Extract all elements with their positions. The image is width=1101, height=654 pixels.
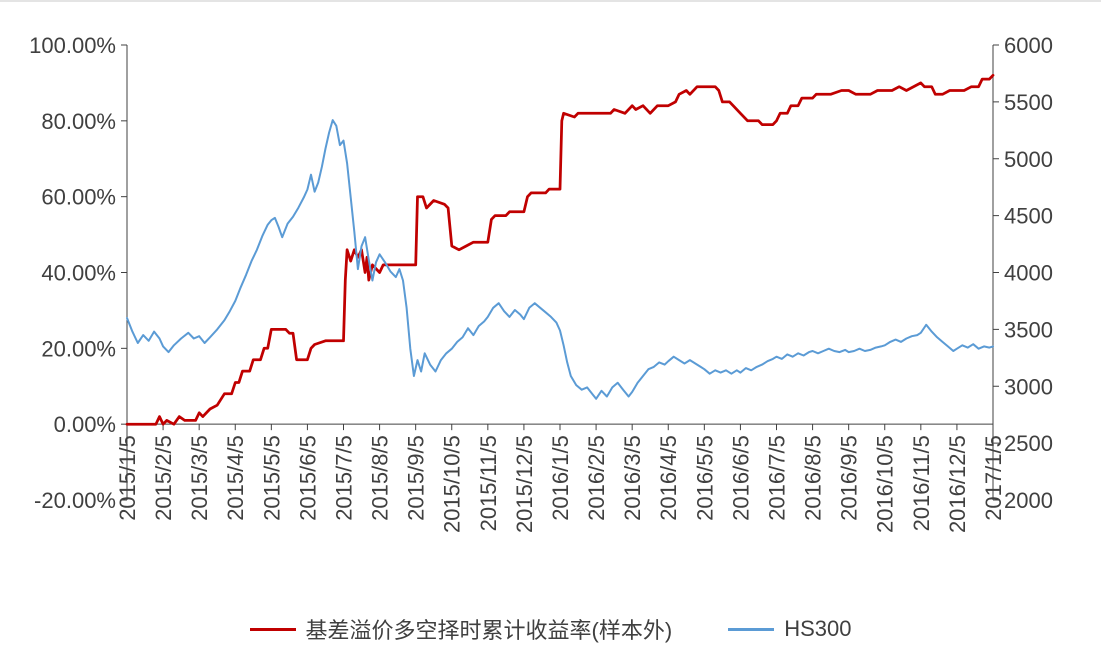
x-axis-tick-label: 2015/11/5	[476, 435, 501, 531]
right-axis-tick-label: 2500	[1004, 431, 1053, 456]
legend-item-strategy: 基差溢价多空择时累计收益率(样本外)	[249, 613, 673, 645]
left-axis-tick-label: -20.00%	[34, 488, 116, 513]
left-axis-tick-label: 0.00%	[54, 412, 116, 437]
x-axis-tick-label: 2015/10/5	[440, 435, 465, 533]
x-axis-tick-label: 2016/1/5	[548, 435, 573, 521]
series-line-hs300	[126, 119, 994, 400]
x-axis-tick-label: 2016/3/5	[620, 435, 645, 521]
chart-legend: 基差溢价多空择时累计收益率(样本外) HS300	[0, 608, 1101, 650]
right-axis-tick-label: 5000	[1004, 147, 1053, 172]
x-axis-tick-label: 2015/2/5	[151, 435, 176, 521]
x-axis-tick-label: 2015/4/5	[223, 435, 248, 521]
x-axis-tick-label: 2016/11/5	[909, 435, 934, 531]
x-axis-tick-label: 2016/4/5	[656, 435, 681, 521]
x-axis-tick-label: 2015/6/5	[295, 435, 320, 521]
x-axis-tick-label: 2015/12/5	[512, 435, 537, 533]
right-axis-tick-label: 5500	[1004, 90, 1053, 115]
x-axis-tick-label: 2015/8/5	[368, 435, 393, 521]
x-axis-tick-label: 2016/8/5	[801, 435, 826, 521]
left-axis-tick-label: 60.00%	[41, 185, 116, 210]
x-axis-tick-label: 2016/2/5	[584, 435, 609, 521]
chart-top-border	[0, 0, 1101, 2]
x-axis-tick-label: 2015/5/5	[259, 435, 284, 521]
x-axis-tick-label: 2016/12/5	[945, 435, 970, 533]
left-axis-tick-label: 80.00%	[41, 109, 116, 134]
x-axis-tick-label: 2015/1/5	[115, 435, 140, 521]
right-axis-tick-label: 3000	[1004, 374, 1053, 399]
x-axis-tick-label: 2017/1/5	[981, 435, 1006, 521]
right-axis-tick-label: 4000	[1004, 261, 1053, 286]
left-axis-tick-label: 40.00%	[41, 261, 116, 286]
legend-label-strategy: 基差溢价多空择时累计收益率(样本外)	[305, 618, 673, 643]
series-line-strategy-return	[125, 73, 995, 426]
left-axis-tick-label: 20.00%	[41, 336, 116, 361]
legend-label-hs300: HS300	[784, 616, 852, 641]
x-axis-tick-label: 2016/10/5	[873, 435, 898, 533]
x-axis-tick-label: 2016/6/5	[728, 435, 753, 521]
right-axis-tick-label: 2000	[1004, 488, 1053, 513]
left-axis-tick-label: 100.00%	[29, 33, 116, 58]
x-axis-tick-label: 2015/9/5	[404, 435, 429, 521]
x-axis-tick-label: 2016/9/5	[837, 435, 862, 521]
x-axis-tick-label: 2015/7/5	[332, 435, 357, 521]
x-axis-tick-label: 2016/7/5	[765, 435, 790, 521]
right-axis-tick-label: 4500	[1004, 204, 1053, 229]
right-axis-tick-label: 3500	[1004, 317, 1053, 342]
legend-line-sample-hs300	[728, 627, 775, 631]
x-axis-tick-label: 2015/3/5	[187, 435, 212, 521]
right-axis-tick-label: 6000	[1004, 33, 1053, 58]
x-axis-tick-label: 2016/5/5	[692, 435, 717, 521]
legend-line-sample-strategy	[249, 627, 296, 631]
legend-item-hs300: HS300	[728, 616, 851, 642]
